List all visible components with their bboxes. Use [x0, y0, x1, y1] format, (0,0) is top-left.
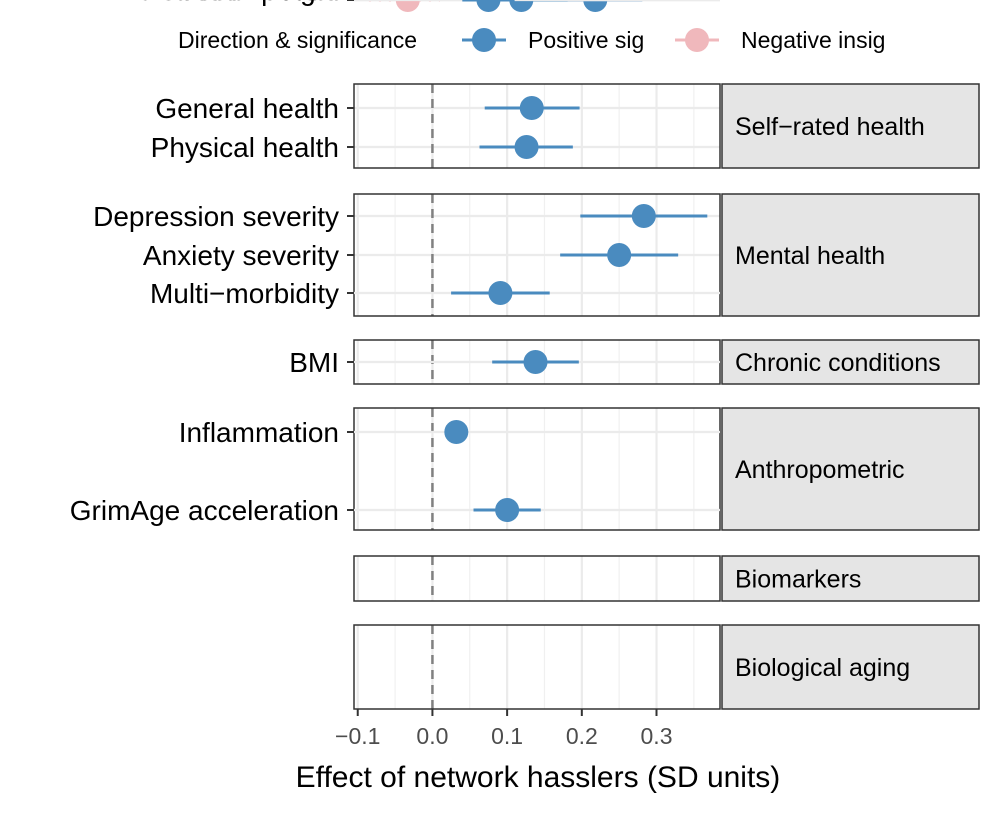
- point-estimate-4: [583, 0, 608, 12]
- legend-key-point-negative: [685, 28, 709, 52]
- panel-border: [353, 407, 721, 531]
- panel-border: [353, 624, 721, 710]
- facet-strip: [721, 624, 980, 710]
- facet-strip-label-1: Mental health: [735, 242, 885, 270]
- panel-background: [354, 84, 720, 168]
- point-estimate-9: [444, 420, 469, 444]
- panel-background: [354, 556, 720, 601]
- facet-strip-label-0: Self−rated health: [735, 113, 925, 141]
- y-tick-label-3: Anxiety severity: [143, 240, 339, 271]
- y-tick-label-0: General health: [155, 93, 339, 124]
- x-axis-title: Effect of network hasslers (SD units): [296, 761, 781, 794]
- y-tick-label-4: Mental health: [171, 0, 339, 6]
- panels: General health Physical health Self−rated …: [70, 0, 980, 710]
- facet-strip: [721, 339, 980, 385]
- facet-strip-label-3: Anthropometric: [735, 456, 905, 484]
- panel-border: [353, 193, 721, 317]
- facet-strip-label-4: Biomarkers: [735, 566, 861, 594]
- panel-border: [353, 83, 721, 169]
- legend-key-point-positive: [472, 28, 496, 52]
- point-estimate-10: [495, 498, 520, 522]
- facet-strip: [721, 83, 980, 169]
- y-tick-label-5: Multi−morbidity: [150, 278, 339, 309]
- x-tick-label-2: 0.1: [491, 723, 523, 749]
- panel-border: [353, 555, 721, 602]
- y-tick-label-2: Depression severity: [93, 201, 339, 232]
- legend: Direction & significance Positive sig Ne…: [178, 27, 885, 53]
- legend-label-positive: Positive sig: [528, 27, 644, 53]
- point-estimate-1: [514, 135, 539, 159]
- point-estimate-11: [476, 0, 501, 12]
- facet-strip: [721, 555, 980, 602]
- y-tick-label-11: DunedinPACE: [161, 0, 339, 6]
- point-estimate-8: [395, 0, 420, 12]
- point-estimate-3: [607, 243, 632, 267]
- facet-strip: [721, 407, 980, 531]
- y-tick-label-6: BMI: [289, 347, 339, 378]
- facet-strip-label-5: Biological aging: [735, 654, 910, 682]
- facet-strip-label-2: Chronic conditions: [735, 349, 941, 377]
- x-tick-label-4: 0.3: [641, 723, 673, 749]
- y-tick-label-7: Waist−to−hip ratio: [114, 0, 339, 6]
- panel-background: [354, 625, 720, 709]
- x-tick-label-3: 0.2: [566, 723, 598, 749]
- point-estimate-5: [488, 281, 513, 305]
- x-tick-label-1: 0.0: [416, 723, 448, 749]
- legend-title: Direction & significance: [178, 27, 417, 53]
- x-tick-label-0: −0.1: [335, 723, 380, 749]
- y-tick-label-10: GrimAge acceleration: [70, 495, 339, 526]
- y-tick-label-9: Inflammation: [179, 417, 339, 448]
- panel: Depression severity Anxiety severity Menta…: [93, 0, 980, 317]
- point-estimate-0: [519, 96, 544, 120]
- point-estimate-6: [523, 350, 548, 374]
- panel: GrimAge acceleration DunedinPACE Biologica…: [70, 0, 980, 710]
- legend-label-negative: Negative insig: [741, 27, 885, 53]
- y-tick-label-8: Height: [258, 0, 339, 6]
- panel-background: [354, 408, 720, 530]
- y-tick-label-1: Physical health: [151, 132, 339, 163]
- point-estimate-2: [631, 204, 656, 228]
- facet-strip: [721, 193, 980, 317]
- x-axis: −0.1 0.0 0.1 0.2 0.3: [335, 709, 673, 749]
- panel: General health Physical health Self−rated …: [151, 83, 980, 169]
- point-estimate-7: [509, 0, 534, 12]
- panel: Inflammation Biomarkers: [179, 417, 980, 602]
